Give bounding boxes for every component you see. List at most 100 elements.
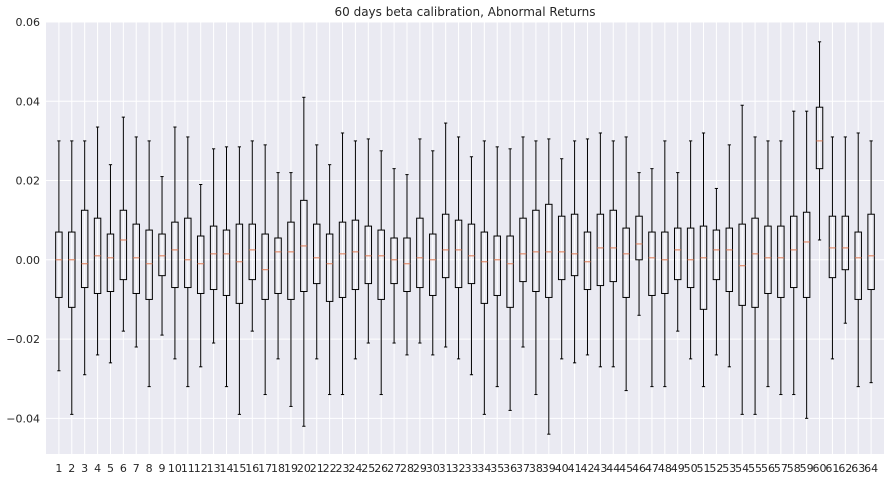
x-axis-ticks: 1 2 3 4 5 6 7 8 9 1011121314151617181920212223242… [55, 462, 878, 475]
x-tick-label: 9 [159, 462, 166, 475]
box-34 [480, 140, 489, 415]
iqr-box [699, 225, 708, 310]
box-6 [119, 116, 128, 332]
x-tick-label: 7 [133, 462, 140, 475]
x-tick-label: 16 [245, 462, 259, 475]
box-37 [519, 136, 527, 348]
box-44 [609, 140, 617, 368]
iqr-box [235, 223, 244, 304]
box-4 [93, 126, 102, 356]
box-22 [325, 164, 334, 396]
iqr-box [815, 106, 824, 170]
box-1 [55, 140, 63, 372]
x-tick-label: 19 [284, 462, 298, 475]
x-tick-label: 38 [529, 462, 543, 475]
x-tick-label: 33 [464, 462, 478, 475]
x-tick-label: 34 [477, 462, 491, 475]
box-25 [364, 138, 373, 344]
box-20 [300, 96, 308, 427]
x-tick-label: 28 [400, 462, 414, 475]
iqr-box [222, 229, 231, 296]
iqr-box [545, 203, 553, 298]
x-tick-label: 64 [864, 462, 878, 475]
x-tick-label: 58 [787, 462, 801, 475]
x-tick-label: 63 [851, 462, 865, 475]
box-3 [80, 140, 89, 376]
x-tick-label: 27 [387, 462, 401, 475]
box-5 [106, 164, 115, 364]
box-51 [699, 132, 708, 388]
x-tick-label: 52 [709, 462, 723, 475]
box-40 [557, 158, 566, 360]
box-7 [132, 136, 140, 348]
x-tick-label: 21 [310, 462, 324, 475]
box-23 [338, 132, 347, 396]
x-tick-label: 4 [94, 462, 101, 475]
x-tick-label: 60 [813, 462, 827, 475]
box-28 [403, 174, 411, 356]
x-tick-label: 48 [658, 462, 672, 475]
x-tick-label: 47 [645, 462, 659, 475]
iqr-box [867, 213, 875, 291]
x-tick-label: 25 [361, 462, 375, 475]
box-29 [416, 138, 424, 344]
box-62 [841, 136, 850, 324]
box-32 [454, 136, 463, 360]
iqr-box [196, 235, 205, 294]
iqr-box [790, 215, 798, 289]
box-55 [751, 136, 759, 415]
x-tick-label: 20 [297, 462, 311, 475]
iqr-box [145, 229, 153, 300]
box-56 [764, 140, 772, 388]
iqr-box [648, 231, 656, 296]
iqr-box [364, 225, 373, 285]
iqr-box [635, 215, 643, 261]
iqr-box [351, 219, 360, 291]
box-13 [209, 148, 218, 344]
x-tick-label: 3 [81, 462, 88, 475]
x-tick-label: 39 [542, 462, 556, 475]
iqr-box [184, 217, 192, 289]
iqr-box [570, 213, 579, 277]
box-48 [661, 140, 669, 388]
x-tick-label: 51 [697, 462, 711, 475]
box-39 [545, 138, 553, 435]
box-49 [674, 172, 682, 332]
box-53 [725, 144, 734, 368]
iqr-box [106, 233, 115, 293]
box-64 [867, 140, 875, 384]
x-tick-label: 41 [568, 462, 582, 475]
box-52 [712, 187, 721, 356]
x-tick-label: 54 [735, 462, 749, 475]
x-tick-label: 57 [774, 462, 788, 475]
x-tick-label: 37 [516, 462, 530, 475]
iqr-box [777, 225, 785, 298]
box-42 [583, 138, 592, 356]
x-tick-label: 61 [825, 462, 839, 475]
x-tick-label: 12 [194, 462, 208, 475]
iqr-box [493, 235, 501, 296]
iqr-box [132, 223, 140, 294]
boxes [55, 41, 875, 435]
iqr-box [506, 235, 514, 308]
x-tick-label: 29 [413, 462, 427, 475]
box-57 [777, 140, 785, 396]
iqr-box [390, 237, 398, 285]
box-26 [377, 150, 385, 396]
iqr-box [403, 237, 411, 293]
iqr-box [55, 231, 63, 298]
box-35 [493, 146, 501, 388]
x-tick-label: 44 [606, 462, 620, 475]
iqr-box [674, 227, 682, 281]
box-24 [351, 140, 360, 360]
x-tick-label: 13 [207, 462, 221, 475]
iqr-box [841, 215, 850, 271]
chart-title: 60 days beta calibration, Abnormal Retur… [335, 5, 596, 19]
box-46 [635, 172, 643, 316]
box-54 [738, 104, 746, 415]
box-58 [790, 110, 798, 396]
box-61 [828, 136, 837, 360]
box-31 [441, 122, 450, 348]
box-59 [802, 110, 811, 419]
